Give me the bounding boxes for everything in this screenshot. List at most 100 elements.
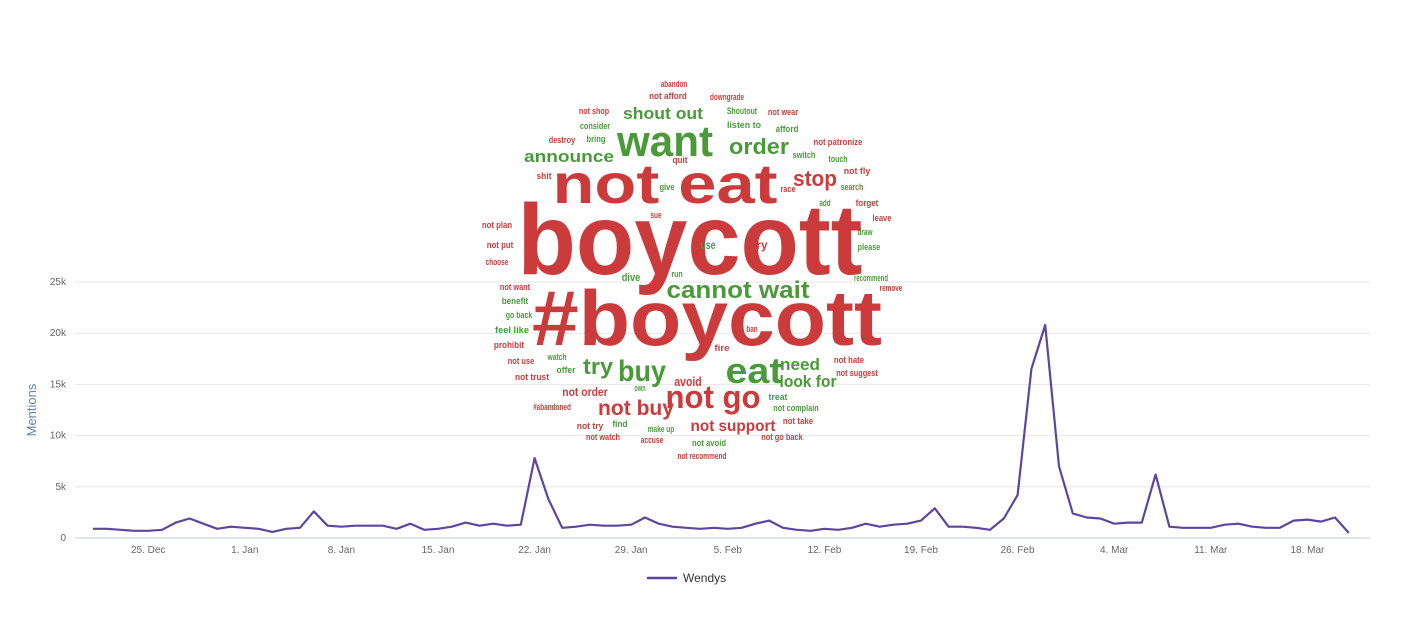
cloud-word: not want [500,282,530,292]
cloud-word: not buy [598,397,674,420]
cloud-word: not patronize [813,137,862,147]
y-axis-label: Mentions [24,383,39,436]
cloud-word: not support [691,418,777,435]
cloud-word: add [819,198,830,208]
cloud-word: Shoutout [727,106,757,116]
cloud-word: destroy [549,135,576,145]
cloud-word: offer [557,365,576,375]
cloud-word: sue [650,210,661,220]
cloud-word: not go [666,379,761,415]
cloud-word: #abandoned [533,402,571,412]
cloud-word: try [583,354,614,379]
cloud-word: not use [508,356,535,366]
cloud-word: feel like [495,325,529,335]
y-tick-label: 0 [60,533,66,544]
cloud-word: want [616,117,713,166]
y-tick-label: 15k [50,379,67,390]
cloud-word: abandon [661,79,688,89]
cloud-word: leave [873,213,892,223]
cloud-word: search [841,182,864,192]
cloud-word: announce [524,147,614,166]
x-tick-label: 4. Mar [1100,545,1129,556]
cloud-word: stop [793,166,837,191]
cloud-word: not hate [834,355,864,365]
y-tick-label: 10k [50,431,67,442]
x-tick-label: 8. Jan [328,545,355,556]
cloud-word: not complain [773,403,818,413]
cloud-word: not recommend [677,451,726,461]
x-tick-label: 11. Mar [1194,545,1228,556]
cloud-word: draw [857,227,873,237]
cloud-word: treat [769,392,788,402]
cloud-word: not put [487,240,514,250]
cloud-word: not avoid [692,438,726,448]
x-tick-label: 1. Jan [231,545,258,556]
cloud-word: watch [547,352,567,362]
cloud-word: remove [880,283,903,293]
cloud-word: need [780,355,820,374]
series-line [93,323,1350,534]
x-tick-label: 15. Jan [422,545,455,556]
cloud-word: race [780,184,795,194]
cloud-word: please [858,242,881,252]
cloud-word: not try [577,421,604,431]
y-tick-label: 5k [55,482,67,493]
cloud-word: make up [648,424,675,434]
cloud-word: downgrade [710,92,744,102]
cloud-word: not fly [844,166,871,176]
cloud-word: not afford [649,91,687,101]
x-tick-label: 25. Dec [131,545,165,556]
cloud-word: fire [714,343,729,353]
cloud-word: not wear [768,107,799,117]
cloud-word: avoid [674,374,701,389]
cloud-word: eat [726,350,783,391]
cloud-word: ban [746,324,757,334]
cloud-word: use [700,238,715,252]
x-tick-label: 22. Jan [518,545,551,556]
cloud-word: forget [856,198,879,208]
cloud-word: own [634,383,645,393]
cloud-word: recommend [854,273,888,283]
y-tick-label: 25k [50,277,67,288]
cloud-word: not eat [553,152,778,215]
cloud-word: benefit [502,296,529,306]
x-tick-label: 19. Feb [904,545,938,556]
cloud-word: switch [793,150,816,160]
cloud-word: not shop [579,106,610,116]
cloud-word: afford [776,124,799,134]
cloud-word: touch [829,154,848,164]
cloud-word: find [612,419,627,429]
y-tick-label: 20k [50,328,67,339]
cloud-word: go back [506,310,533,320]
cloud-word: not trust [515,372,549,382]
cloud-word: try [752,238,767,252]
cloud-word: shout out [623,104,703,123]
cloud-word: not go back [761,432,803,442]
cloud-word: bring [587,134,606,144]
cloud-word: consider [580,121,611,131]
cloud-word: #boycott [532,274,882,362]
x-tick-label: 18. Mar [1290,545,1325,556]
x-tick-label: 12. Feb [807,545,841,556]
cloud-word: run [671,269,682,279]
legend-label: Wendys [683,571,726,585]
x-tick-label: 29. Jan [615,545,648,556]
cloud-word: order [729,134,789,159]
cloud-word: prohibit [494,340,524,350]
cloud-word: boycott [518,184,863,296]
cloud-word: not watch [586,432,620,442]
cloud-word: choose [486,257,509,267]
cloud-word: look for [780,372,837,391]
x-tick-label: 26. Feb [1001,545,1035,556]
cloud-word: give [659,182,674,192]
cloud-word: not suggest [836,368,878,378]
cloud-word: dive [622,272,641,284]
cloud-word: accuse [641,435,664,445]
cloud-word: not order [562,385,608,399]
cloud-word: buy [618,355,666,388]
cloud-word: quit [672,155,687,165]
cloud-word: not plan [482,220,512,230]
cloud-word: listen to [727,120,761,130]
cloud-word: not take [783,416,813,426]
